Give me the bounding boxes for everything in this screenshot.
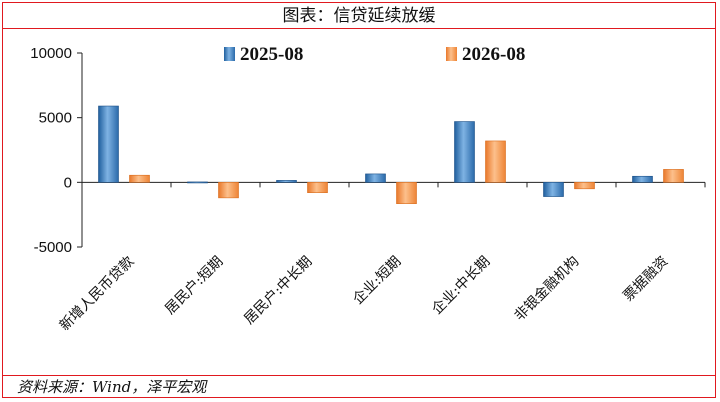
category-label: 居民户:中长期 [241,253,316,328]
category-label: 非银金融机构 [512,254,583,325]
category-label: 新增人民币贷款 [57,254,138,335]
legend-swatch-2025-08 [224,47,235,61]
bar-2025-08 [632,175,653,183]
y-tick-label: 0 [64,174,72,191]
bar-2025-08 [187,181,208,184]
bar-2025-08 [543,182,564,197]
legend-label: 2025-08 [240,44,303,65]
bar-2026-08 [396,182,417,204]
chart-title: 图表：信贷延续放缓 [3,3,715,29]
bar-2026-08 [307,182,328,193]
category-label: 企业:短期 [349,253,404,308]
bar-2025-08 [98,105,119,183]
y-tick-label: -5000 [34,239,72,256]
chart-frame: 图表：信贷延续放缓 资料来源：Wind，泽平宏观 [2,2,716,398]
category-label: 票据融资 [620,254,671,305]
y-tick-label: 5000 [39,110,72,127]
category-label: 企业:中长期 [428,253,493,318]
source-note: 资料来源：Wind，泽平宏观 [3,375,715,399]
bar-2025-08 [365,173,386,183]
bar-2026-08 [663,169,684,183]
bar-2025-08 [276,180,297,183]
y-tick-label: 10000 [30,45,72,62]
bar-2026-08 [218,182,239,199]
legend-swatch-2026-08 [446,47,457,61]
legend-label: 2026-08 [462,44,525,65]
bar-2026-08 [129,174,150,183]
bar-2026-08 [485,140,506,183]
bar-2025-08 [454,121,475,183]
bar-2026-08 [574,182,595,190]
category-label: 居民户:短期 [161,253,226,318]
